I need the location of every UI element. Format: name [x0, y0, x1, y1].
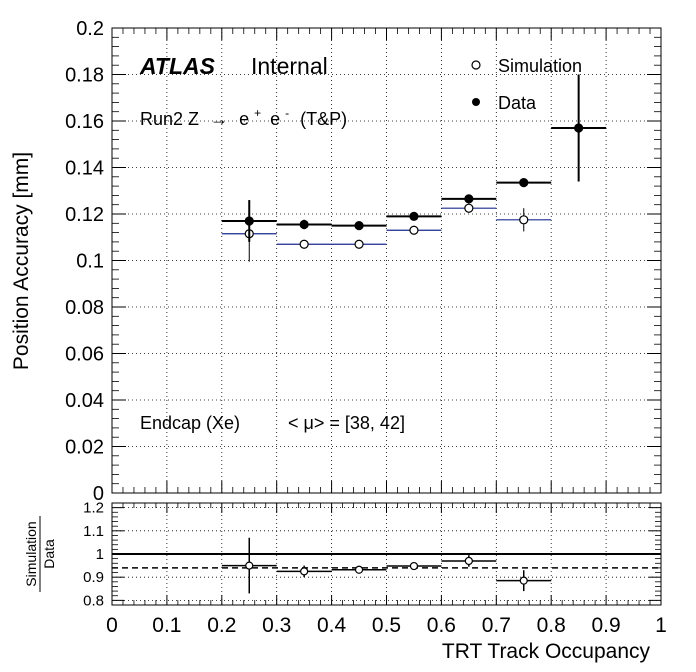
data-series — [221, 74, 607, 242]
ratio-y-tick-label: 1 — [96, 546, 104, 563]
ratio-frame — [111, 502, 662, 606]
ratio-y-tick-label: 0.9 — [83, 569, 104, 586]
x-tick-label: 0.3 — [262, 614, 291, 637]
x-tick-label: 0.2 — [207, 614, 236, 637]
simulation-point — [519, 215, 529, 225]
main-y-tick-label: 0.18 — [65, 65, 104, 87]
simulation-point — [354, 239, 364, 249]
legend-simulation-label: Simulation — [498, 56, 582, 76]
data-point — [299, 219, 309, 230]
data-point — [409, 211, 419, 221]
region-label: Endcap (Xe) — [140, 413, 240, 433]
ratio-point — [245, 561, 254, 570]
ratio-point — [354, 565, 364, 574]
ratio-point — [409, 561, 419, 571]
internal-label: Internal — [251, 53, 328, 79]
process-plus: + — [254, 106, 261, 120]
x-tick-label: 0.4 — [317, 614, 347, 637]
x-tick-label: 1 — [655, 614, 667, 637]
ratio-point — [300, 567, 309, 576]
x-tick-label: 0.9 — [591, 614, 620, 637]
x-tick-label: 0.5 — [372, 614, 401, 637]
data-point — [519, 178, 529, 188]
main-y-tick-label: 0.2 — [76, 18, 104, 40]
pileup-label: < μ> = [38, 42] — [288, 413, 405, 433]
x-tick-label: 0 — [106, 614, 118, 637]
svg-text:Run2 Z → e: Run2 Z → e + e - (T&P) — [140, 101, 347, 129]
main-y-tick-label: 0.12 — [65, 204, 104, 226]
main-frame — [111, 27, 662, 494]
data-point — [464, 194, 474, 204]
x-tick-label: 0.6 — [427, 614, 456, 637]
ratio-y-tick-label: 1.1 — [83, 523, 104, 540]
main-y-tick-label: 0.14 — [65, 158, 104, 180]
ratio-grid — [112, 503, 661, 605]
simulation-point — [299, 239, 309, 249]
ratio-y-numerator: Simulation — [23, 521, 39, 586]
main-y-tick-label: 0 — [93, 483, 104, 505]
process-label: Run2 Z → e + e - (T&P) — [140, 101, 347, 129]
process-positron: e — [270, 109, 280, 129]
x-axis-label: TRT Track Occupancy — [442, 640, 651, 663]
legend-data-label: Data — [498, 93, 537, 113]
x-tick-label: 0.7 — [482, 614, 511, 637]
ratio-y-tick-label: 0.8 — [83, 592, 104, 609]
x-tick-label: 0.1 — [152, 614, 181, 637]
ratio-y-denominator: Data — [41, 539, 57, 569]
data-point — [574, 123, 584, 133]
legend: Simulation Data — [471, 56, 582, 113]
ratio-series — [221, 537, 552, 594]
ratio-y-axis-label: Simulation Data — [23, 516, 57, 592]
simulation-point — [464, 203, 474, 213]
ratio-point — [464, 556, 473, 566]
process-tp: (T&P) — [300, 109, 347, 129]
process-arrow: → — [210, 109, 228, 129]
atlas-label: ATLAS — [139, 53, 216, 79]
main-y-tick-label: 0.06 — [65, 344, 104, 366]
main-y-tick-label: 0.02 — [65, 437, 104, 459]
main-panel: 00.020.040.060.080.10.120.140.160.180.2 … — [10, 18, 662, 505]
ratio-y-tick-label: 1.2 — [83, 500, 104, 517]
main-series — [221, 74, 607, 262]
data-point — [354, 221, 364, 231]
x-tick-label: 0.8 — [537, 614, 566, 637]
ratio-panel: 0 0.1 0.2 0.3 0.4 0.5 0.6 0.7 0.8 0.9 1 0.8 0.9 1 1.1 1… — [23, 500, 667, 663]
main-grid — [112, 28, 661, 493]
main-y-tick-label: 0.08 — [65, 297, 104, 319]
process-minus: - — [285, 106, 289, 120]
legend-simulation-marker — [471, 60, 481, 70]
process-electron: e — [239, 109, 249, 129]
legend-data-marker — [472, 98, 480, 106]
process-prefix: Run2 Z — [140, 109, 199, 129]
ratio-lines — [112, 553, 661, 569]
data-point — [244, 216, 254, 226]
main-y-tick-label: 0.1 — [76, 251, 104, 273]
simulation-point — [409, 225, 419, 235]
ratio-point — [519, 576, 528, 585]
main-y-axis-label: Position Accuracy [mm] — [10, 152, 33, 370]
main-y-tick-label: 0.16 — [65, 111, 104, 133]
main-ticks: 0 0.02 0.04 0.06 0.08 0.1 0.12 0.14 0.16 0.18 0.2 — [65, 18, 662, 505]
main-y-tick-label: 0.04 — [65, 390, 104, 412]
ratio-ticks: 0 0.1 0.2 0.3 0.4 0.5 0.6 0.7 0.8 0.9 1 0.8 0.9 1 1.1 1… — [83, 500, 667, 637]
